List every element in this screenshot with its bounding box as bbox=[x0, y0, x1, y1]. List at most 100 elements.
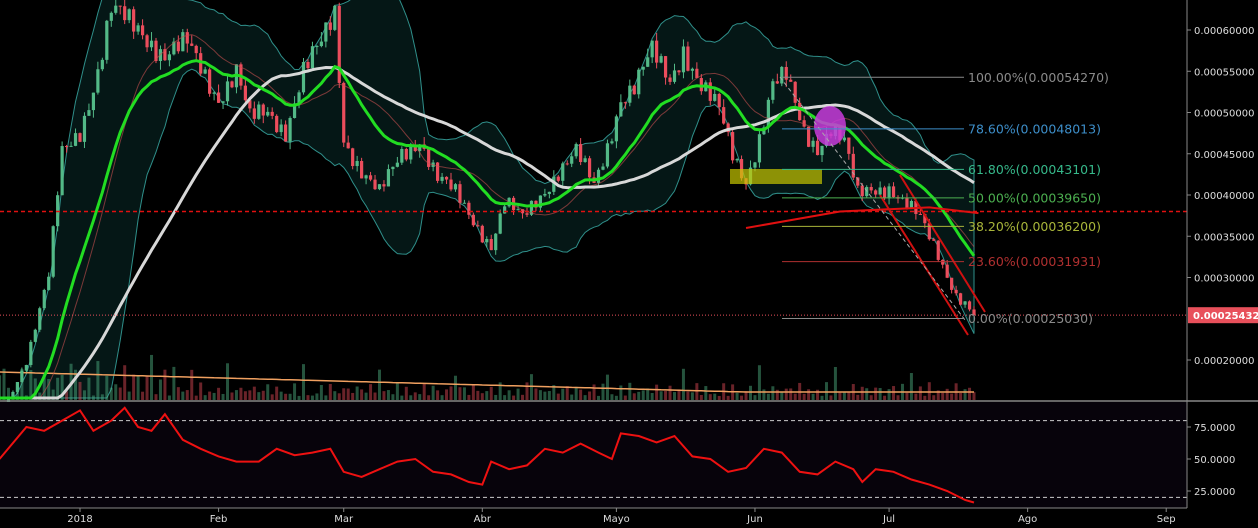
time-tick-label: Mayo bbox=[603, 514, 630, 525]
candle-body bbox=[561, 163, 565, 181]
time-tick-label: Jul bbox=[882, 514, 895, 525]
candle-body bbox=[494, 233, 498, 251]
candle-body bbox=[605, 143, 610, 167]
candle-body bbox=[100, 59, 104, 70]
volume-bar bbox=[556, 393, 560, 400]
candle-body bbox=[190, 43, 194, 46]
candle-body bbox=[386, 169, 391, 187]
volume-bar bbox=[659, 391, 663, 400]
candle-body bbox=[699, 78, 703, 92]
volume-bar bbox=[324, 395, 328, 400]
candle-body bbox=[216, 92, 221, 103]
volume-bar bbox=[945, 388, 949, 400]
volume-bar bbox=[749, 385, 752, 400]
time-tick-label: Abr bbox=[474, 514, 492, 525]
volume-bar bbox=[655, 384, 659, 400]
volume-bar bbox=[757, 365, 761, 400]
volume-bar bbox=[793, 393, 797, 400]
candle-body bbox=[373, 179, 377, 190]
candle-body bbox=[780, 66, 784, 84]
candle-body bbox=[690, 68, 694, 71]
candle-body bbox=[489, 238, 493, 251]
candle-body bbox=[73, 133, 78, 146]
volume-bar bbox=[172, 366, 176, 400]
candle-body bbox=[717, 93, 721, 108]
rsi-tick-label: 75.0000 bbox=[1194, 423, 1235, 434]
volume-bar bbox=[874, 387, 878, 400]
candle-body bbox=[726, 123, 730, 133]
candle-body bbox=[176, 41, 180, 52]
volume-bar bbox=[413, 392, 417, 400]
candle-body bbox=[735, 159, 739, 161]
bollinger-band-area bbox=[0, 0, 975, 399]
volume-bar bbox=[185, 390, 189, 400]
rsi-line bbox=[0, 406, 975, 504]
volume-bar bbox=[105, 375, 109, 400]
candle-body bbox=[15, 381, 20, 392]
candle-body bbox=[404, 148, 408, 160]
volume-bar bbox=[740, 395, 744, 400]
candle-body bbox=[766, 99, 770, 128]
candle-body bbox=[56, 195, 60, 227]
volume-bar bbox=[856, 394, 860, 400]
candle-body bbox=[64, 146, 69, 148]
candle-body bbox=[659, 56, 663, 63]
volume-bar bbox=[735, 392, 739, 400]
candle-body bbox=[663, 56, 668, 78]
fib-level-label: 100.00%(0.00054270) bbox=[968, 70, 1109, 85]
volume-bar bbox=[158, 379, 162, 400]
candle-body bbox=[181, 32, 185, 52]
candle-body bbox=[954, 289, 958, 294]
candle-body bbox=[547, 191, 551, 194]
volume-bar bbox=[226, 363, 230, 400]
candle-body bbox=[847, 137, 851, 154]
volume-bar bbox=[167, 395, 171, 400]
candle-body bbox=[172, 41, 176, 55]
volume-bar bbox=[369, 384, 373, 400]
price-tick-label: 0.00055000 bbox=[1194, 67, 1254, 78]
candle-body bbox=[958, 293, 963, 305]
highlight-rectangle bbox=[730, 169, 822, 184]
volume-bar bbox=[346, 388, 350, 400]
fib-level-label: 61.80%(0.00043101) bbox=[968, 162, 1101, 177]
volume-bar bbox=[677, 389, 681, 400]
candle-body bbox=[485, 238, 489, 243]
candle-body bbox=[38, 308, 42, 330]
volume-bar bbox=[440, 395, 444, 400]
candle-body bbox=[927, 223, 931, 240]
candle-body bbox=[114, 5, 118, 13]
candle-body bbox=[20, 370, 24, 382]
time-tick-label: Jun bbox=[746, 514, 763, 525]
candle-body bbox=[400, 148, 404, 163]
candle-body bbox=[963, 301, 967, 305]
candle-body bbox=[476, 225, 480, 227]
time-tick-label: Ago bbox=[1018, 514, 1037, 525]
candle-body bbox=[525, 213, 529, 215]
candle-body bbox=[306, 61, 310, 69]
candle-body bbox=[874, 190, 878, 195]
time-tick-label: Feb bbox=[210, 514, 228, 525]
candle-body bbox=[775, 81, 779, 84]
volume-bar bbox=[959, 392, 963, 400]
candle-body bbox=[650, 40, 654, 58]
candle-body bbox=[579, 144, 583, 163]
volume-bar bbox=[664, 390, 668, 400]
candle-body bbox=[932, 239, 936, 241]
volume-bar bbox=[400, 395, 404, 400]
volume-bar bbox=[141, 391, 145, 400]
volume-bar bbox=[838, 392, 842, 400]
volume-bar bbox=[789, 388, 793, 400]
candle-body bbox=[619, 102, 623, 117]
fib-level-label: 38.20%(0.00036200) bbox=[968, 219, 1101, 234]
volume-bar bbox=[467, 394, 471, 400]
candle-body bbox=[127, 9, 131, 21]
ema-line bbox=[0, 59, 976, 400]
candle-body bbox=[109, 12, 113, 21]
candle-body bbox=[297, 92, 301, 104]
volume-bar bbox=[811, 393, 815, 400]
candle-body bbox=[167, 54, 171, 61]
candle-body bbox=[681, 46, 686, 73]
volume-bar bbox=[364, 392, 368, 400]
volume-bar bbox=[462, 387, 466, 400]
